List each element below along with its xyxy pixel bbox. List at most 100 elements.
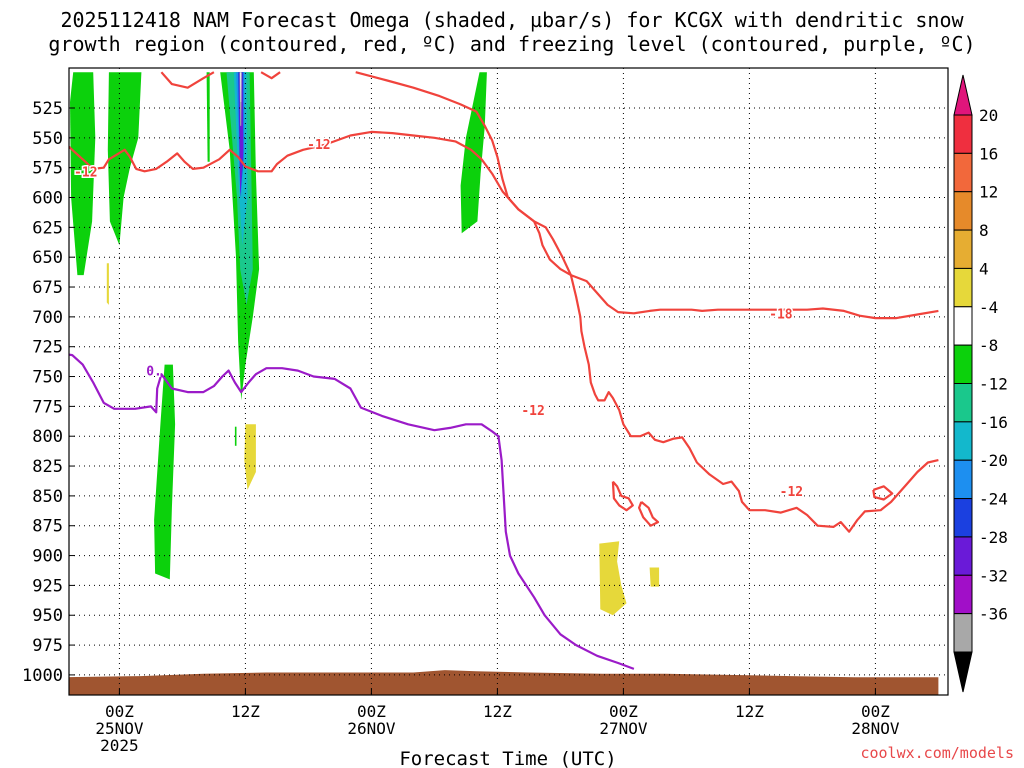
x-tick-label: 27NOV — [599, 719, 648, 738]
omega-region-14 — [106, 263, 109, 305]
contour-line-6 — [872, 485, 894, 501]
contour-line-0 — [69, 130, 939, 320]
colorbar-label: -24 — [979, 490, 1008, 509]
contour-label: -12 — [521, 404, 544, 419]
colorbar-label: -32 — [979, 566, 1008, 585]
omega-region-13 — [234, 426, 237, 446]
contours — [69, 71, 939, 670]
x-tick-label: 00Z — [861, 702, 890, 721]
y-tick-label: 775 — [32, 397, 63, 417]
colorbar-label: 12 — [979, 183, 998, 202]
contour-labels: -12 -12 -12 -12 -18 0. — [73, 136, 805, 501]
contour-label: 0. — [146, 365, 162, 380]
x-tick-label: 12Z — [483, 702, 512, 721]
colorbar-swatch — [953, 267, 973, 308]
omega-region-9 — [240, 72, 242, 102]
colorbar-swatch — [953, 459, 973, 500]
x-tick-label: 00Z — [609, 702, 638, 721]
contour-line-5 — [637, 501, 660, 527]
colorbar-swatch — [953, 229, 973, 269]
contour-line-7 — [69, 353, 635, 670]
y-tick-label: 975 — [32, 636, 63, 656]
colorbar-label: 4 — [979, 259, 989, 278]
x-tick-label: 2025 — [100, 736, 139, 755]
contour-line-2 — [260, 71, 281, 80]
x-axis-label: Forecast Time (UTC) — [399, 748, 616, 768]
colorbar-swatch — [953, 306, 973, 346]
colorbar-label: 8 — [979, 221, 989, 240]
contour-label: -12 — [780, 485, 803, 500]
colorbar-label: -20 — [979, 451, 1008, 470]
omega-region-15 — [244, 424, 256, 490]
y-tick-label: 575 — [32, 159, 63, 179]
colorbar-label: -12 — [979, 375, 1008, 394]
y-tick-label: 800 — [32, 427, 63, 447]
omega-region-1 — [107, 72, 142, 246]
chart-title-line2: growth region (contoured, red, ºC) and f… — [48, 32, 976, 56]
colorbar-label: 16 — [979, 144, 998, 163]
colorbar-swatch — [953, 421, 973, 461]
y-tick-label: 925 — [32, 576, 63, 596]
colorbar-swatch — [953, 152, 973, 193]
colorbar-label: -16 — [979, 413, 1008, 432]
x-tick-label: 00Z — [357, 702, 386, 721]
colorbar-swatch — [953, 383, 973, 423]
colorbar: 20 16 12 8 4 -4 -8 -12 -16 -20 -24 -28 -32 -36 — [953, 74, 1008, 693]
contour-label: -18 — [769, 307, 793, 322]
contour-line-4 — [611, 480, 634, 512]
y-tick-label: 850 — [32, 487, 63, 507]
colorbar-swatch — [953, 536, 973, 576]
terrain — [69, 670, 939, 695]
colorbar-swatch — [953, 114, 973, 154]
omega-region-17 — [649, 567, 660, 587]
x-tick-label: 12Z — [735, 702, 764, 721]
colorbar-bottom-arrow — [953, 651, 973, 693]
x-tick-label: 25NOV — [95, 719, 144, 738]
y-tick-label: 900 — [32, 547, 63, 567]
colorbar-label: -28 — [979, 528, 1008, 547]
y-tick-label: 825 — [32, 457, 63, 477]
chart-title: 2025112418 NAM Forecast Omega (shaded, µ… — [0, 8, 1024, 56]
omega-region-10 — [206, 72, 210, 162]
colorbar-swatch — [953, 191, 973, 231]
colorbar-label: -4 — [979, 298, 998, 317]
y-tick-label: 550 — [32, 129, 63, 149]
y-tick-label: 600 — [32, 189, 63, 209]
colorbar-swatch — [953, 344, 973, 384]
y-tick-label: 650 — [32, 248, 63, 268]
terrain-fill — [69, 670, 939, 695]
omega-region-16 — [599, 541, 627, 616]
omega-region-0 — [70, 72, 96, 276]
x-tick-label: 26NOV — [347, 719, 396, 738]
colorbar-top-arrow — [953, 74, 973, 116]
y-axis: 525 550 575 600 625 650 675 700 725 750 775 800 825 8… — [22, 99, 75, 686]
grid — [69, 68, 948, 695]
y-tick-label: 1000 — [22, 666, 63, 686]
chart-title-line1: 2025112418 NAM Forecast Omega (shaded, µ… — [60, 8, 964, 32]
y-tick-label: 525 — [32, 99, 63, 119]
contour-label: -12 — [74, 165, 97, 180]
y-tick-label: 700 — [32, 308, 63, 328]
x-tick-label: 28NOV — [851, 719, 900, 738]
colorbar-swatch — [953, 613, 973, 653]
colorbar-label: -36 — [979, 605, 1008, 624]
y-tick-label: 725 — [32, 338, 63, 358]
colorbar-swatch — [953, 498, 973, 538]
omega-shading — [70, 72, 660, 616]
contour-line-3 — [355, 71, 939, 533]
x-tick-label: 12Z — [231, 702, 260, 721]
plot-frame — [68, 67, 949, 696]
x-tick-label: 00Z — [105, 702, 134, 721]
credit-text: coolwx.com/models — [860, 744, 1014, 762]
y-tick-label: 875 — [32, 517, 63, 537]
contour-line-1 — [160, 71, 215, 89]
contour-label: -12 — [307, 138, 330, 153]
y-tick-label: 675 — [32, 278, 63, 298]
y-tick-label: 750 — [32, 368, 63, 388]
colorbar-label: 20 — [979, 106, 998, 125]
colorbar-label: -8 — [979, 336, 998, 355]
colorbar-swatch — [953, 574, 973, 615]
y-tick-label: 625 — [32, 218, 63, 238]
